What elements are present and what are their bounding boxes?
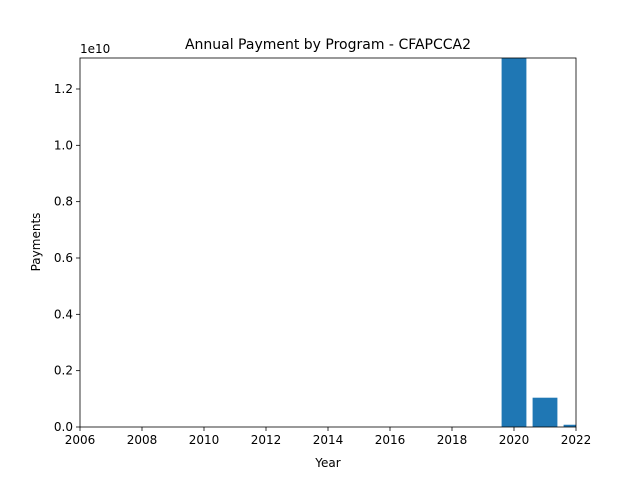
bar-2020 <box>501 58 527 427</box>
bar-2022 <box>563 424 576 427</box>
y-tick-label: 0.0 <box>54 420 73 434</box>
y-axis-offset-label: 1e10 <box>80 42 110 56</box>
y-tick-label: 0.6 <box>54 251 73 265</box>
y-tick-label: 0.8 <box>54 195 73 209</box>
chart-title: Annual Payment by Program - CFAPCCA2 <box>185 37 471 53</box>
x-axis-ticks: 2006 2008 2010 2012 2014 2016 2018 2020 2022 <box>65 427 592 447</box>
x-axis-label: Year <box>314 456 340 470</box>
x-tick-label: 2020 <box>499 433 530 447</box>
x-tick-label: 2018 <box>437 433 468 447</box>
x-tick-label: 2016 <box>375 433 406 447</box>
y-tick-label: 0.4 <box>54 307 73 321</box>
y-tick-label: 1.0 <box>54 138 73 152</box>
y-tick-label: 0.2 <box>54 364 73 378</box>
x-tick-label: 2010 <box>189 433 220 447</box>
bars <box>501 58 576 427</box>
x-tick-label: 2008 <box>127 433 158 447</box>
y-axis-label: Payments <box>29 213 43 272</box>
x-tick-label: 2006 <box>65 433 96 447</box>
bar-2021 <box>532 397 558 427</box>
x-tick-label: 2014 <box>313 433 344 447</box>
y-tick-label: 1.2 <box>54 82 73 96</box>
x-tick-label: 2012 <box>251 433 282 447</box>
y-axis-ticks: 0.0 0.2 0.4 0.6 0.8 1.0 1.2 <box>54 82 80 434</box>
x-tick-label: 2022 <box>561 433 592 447</box>
